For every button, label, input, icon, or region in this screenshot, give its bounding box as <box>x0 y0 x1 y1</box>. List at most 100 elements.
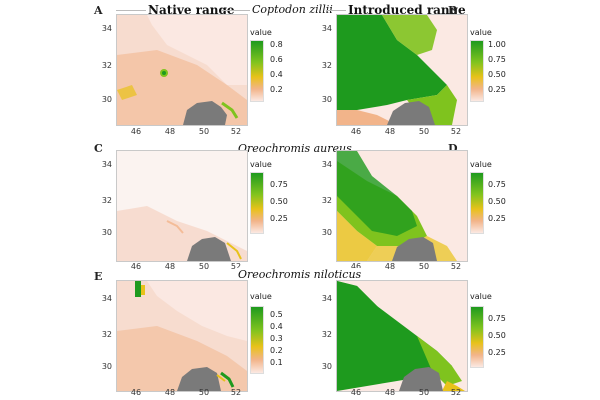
xtick-d-52: 52 <box>450 262 462 271</box>
species-label-aureus: Oreochromis aureus <box>236 142 354 155</box>
legend-b-label-1: 1.00 <box>488 40 506 49</box>
xtick-d-50: 50 <box>418 262 430 271</box>
xtick-b-52: 52 <box>450 127 462 136</box>
xtick-c-52: 52 <box>230 262 242 271</box>
legend-e-colorbar <box>250 306 264 374</box>
ytick-a-34: 34 <box>101 24 112 33</box>
legend-c-colorbar <box>250 172 264 234</box>
xtick-c-48: 48 <box>164 262 176 271</box>
ytick-e-30: 30 <box>101 362 112 371</box>
map-a-raster <box>117 15 247 125</box>
ytick-f-34: 34 <box>321 294 332 303</box>
legend-f-label-1: 0.75 <box>488 314 506 323</box>
ytick-c-30: 30 <box>101 228 112 237</box>
xtick-f-48: 48 <box>384 388 396 397</box>
legend-e-label-2: 0.4 <box>270 322 283 331</box>
xtick-d-48: 48 <box>384 262 396 271</box>
bracket-left-introduced <box>326 10 346 11</box>
xtick-b-50: 50 <box>418 127 430 136</box>
bracket-left-native <box>116 10 168 11</box>
panel-label-c: C <box>94 142 103 155</box>
xtick-d-46: 46 <box>350 262 362 271</box>
legend-d-label-1: 0.75 <box>488 180 506 189</box>
legend-f-title: value <box>470 292 492 301</box>
legend-d-label-3: 0.25 <box>488 214 506 223</box>
legend-a-title: value <box>250 28 272 37</box>
xtick-b-46: 46 <box>350 127 362 136</box>
legend-c-title: value <box>250 160 272 169</box>
xtick-a-50: 50 <box>198 127 210 136</box>
panel-label-b: B <box>448 4 458 17</box>
xtick-b-48: 48 <box>384 127 396 136</box>
map-d-raster <box>337 151 467 261</box>
map-f-raster <box>337 281 467 391</box>
legend-f-label-3: 0.25 <box>488 348 506 357</box>
legend-f-label-2: 0.50 <box>488 331 506 340</box>
ytick-d-32: 32 <box>321 196 332 205</box>
panel-label-a: A <box>94 4 103 17</box>
legend-a-label-1: 0.8 <box>270 40 283 49</box>
ytick-e-32: 32 <box>101 330 112 339</box>
map-d <box>336 150 468 262</box>
ytick-b-32: 32 <box>321 61 332 70</box>
legend-e-label-4: 0.2 <box>270 346 283 355</box>
legend-d-colorbar <box>470 172 484 234</box>
title-native-range: Native range <box>146 3 237 17</box>
map-f <box>336 280 468 392</box>
map-a <box>116 14 248 126</box>
legend-a-label-4: 0.2 <box>270 85 283 94</box>
legend-c-label-1: 0.75 <box>270 180 288 189</box>
xtick-a-52: 52 <box>230 127 242 136</box>
figure-frame: A Native range Coptodon zillii Introduce… <box>86 0 514 400</box>
xtick-e-52: 52 <box>230 388 242 397</box>
xtick-e-48: 48 <box>164 388 176 397</box>
map-c-raster <box>117 151 247 261</box>
legend-b-label-4: 0.25 <box>488 85 506 94</box>
ytick-f-30: 30 <box>321 362 332 371</box>
legend-b-colorbar <box>470 40 484 102</box>
species-label-niloticus: Oreochromis niloticus <box>236 268 364 281</box>
bracket-right-native <box>221 10 251 11</box>
panel-label-d: D <box>448 142 458 155</box>
map-c <box>116 150 248 262</box>
xtick-f-52: 52 <box>450 388 462 397</box>
legend-e-title: value <box>250 292 272 301</box>
map-e-raster <box>117 281 247 391</box>
xtick-a-48: 48 <box>164 127 176 136</box>
legend-e-label-1: 0.5 <box>270 310 283 319</box>
species-label-coptodon: Coptodon zillii <box>250 3 335 16</box>
xtick-c-46: 46 <box>130 262 142 271</box>
legend-b-label-3: 0.50 <box>488 70 506 79</box>
legend-a-colorbar <box>250 40 264 102</box>
xtick-f-50: 50 <box>418 388 430 397</box>
legend-a-label-2: 0.6 <box>270 55 283 64</box>
xtick-e-50: 50 <box>198 388 210 397</box>
legend-f-colorbar <box>470 306 484 368</box>
legend-d-label-2: 0.50 <box>488 197 506 206</box>
legend-e-label-5: 0.1 <box>270 358 283 367</box>
ytick-f-32: 32 <box>321 330 332 339</box>
map-b-raster <box>337 15 467 125</box>
legend-c-label-3: 0.25 <box>270 214 288 223</box>
xtick-c-50: 50 <box>198 262 210 271</box>
ytick-c-34: 34 <box>101 160 112 169</box>
legend-b-label-2: 0.75 <box>488 55 506 64</box>
xtick-e-46: 46 <box>130 388 142 397</box>
ytick-c-32: 32 <box>101 196 112 205</box>
legend-b-title: value <box>470 28 492 37</box>
title-introduced-range: Introduced range <box>346 3 468 17</box>
map-e <box>116 280 248 392</box>
legend-a-label-3: 0.4 <box>270 70 283 79</box>
ytick-d-34: 34 <box>321 160 332 169</box>
panel-label-e: E <box>94 270 103 283</box>
ytick-b-34: 34 <box>321 24 332 33</box>
ytick-a-30: 30 <box>101 95 112 104</box>
ytick-e-34: 34 <box>101 294 112 303</box>
xtick-a-46: 46 <box>130 127 142 136</box>
xtick-f-46: 46 <box>350 388 362 397</box>
legend-e-label-3: 0.3 <box>270 334 283 343</box>
ytick-d-30: 30 <box>321 228 332 237</box>
ytick-a-32: 32 <box>101 61 112 70</box>
legend-d-title: value <box>470 160 492 169</box>
legend-c-label-2: 0.50 <box>270 197 288 206</box>
